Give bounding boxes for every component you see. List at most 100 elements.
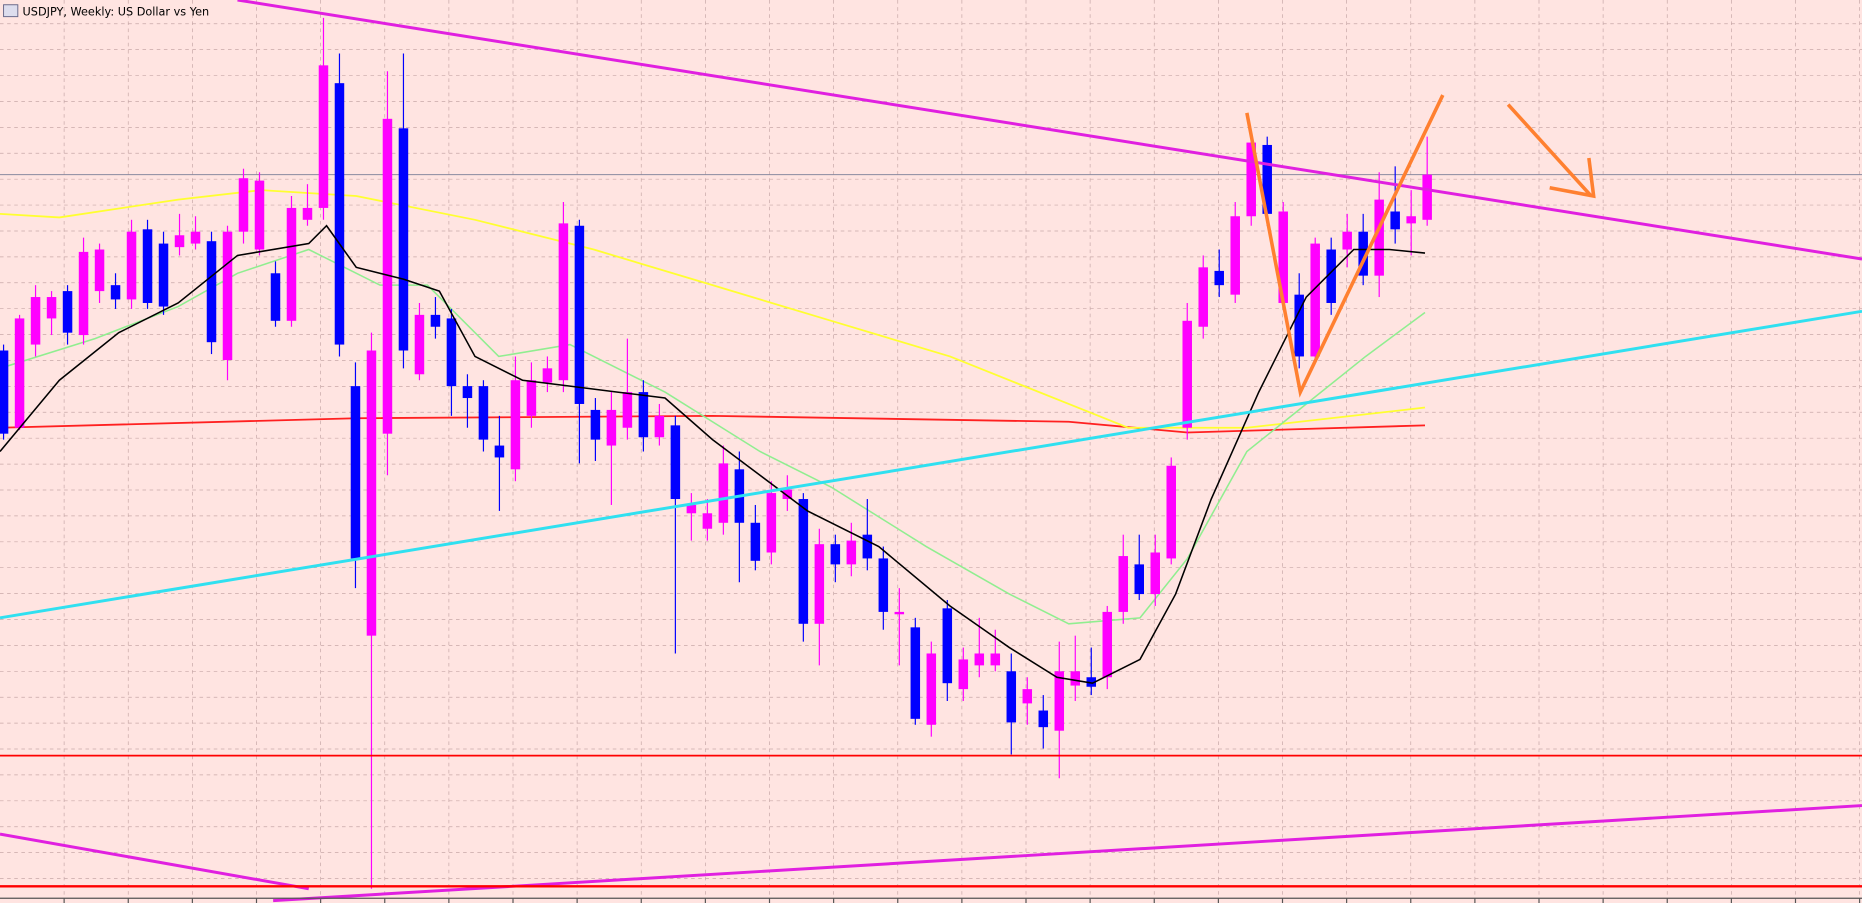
candle-body xyxy=(222,231,233,361)
candle-body xyxy=(238,178,249,232)
candle-body xyxy=(526,380,537,416)
candle-body xyxy=(254,180,265,250)
candle-body xyxy=(14,318,25,428)
candle-body xyxy=(622,392,633,428)
candle-body xyxy=(1214,270,1224,286)
candle-body xyxy=(974,653,985,666)
candle-body xyxy=(398,128,409,351)
candle-body xyxy=(1086,677,1097,687)
candle-body xyxy=(1262,144,1272,214)
candle-body xyxy=(46,297,57,319)
candle-body xyxy=(1150,552,1160,595)
candle-body xyxy=(606,409,617,446)
trendline xyxy=(0,309,1862,620)
candle-body xyxy=(142,229,153,303)
candle-body xyxy=(1134,564,1145,595)
candle-body xyxy=(0,350,9,434)
candle-body xyxy=(830,544,841,565)
candle-body xyxy=(462,386,473,399)
candle-body xyxy=(750,522,761,561)
candle-body xyxy=(1022,689,1033,704)
candle-body xyxy=(942,608,953,684)
candle-body xyxy=(862,534,873,559)
candle-body xyxy=(1358,231,1368,276)
candle-body xyxy=(334,83,345,345)
candle-body xyxy=(542,368,553,383)
candle-body xyxy=(782,489,793,500)
candle-body xyxy=(894,611,905,615)
candle-body xyxy=(1246,142,1256,217)
candle-body xyxy=(702,513,713,529)
ma-black xyxy=(0,224,1426,684)
candle-body xyxy=(382,118,393,434)
candle-body xyxy=(1054,671,1065,731)
candle-body xyxy=(286,207,297,321)
candle-body xyxy=(1294,294,1304,357)
candle-body xyxy=(590,409,601,440)
candle-body xyxy=(30,297,41,345)
candle-body xyxy=(1118,556,1129,612)
candle-body xyxy=(206,241,217,343)
candle-body xyxy=(990,653,1001,666)
candle-body xyxy=(190,231,201,244)
candle-body xyxy=(366,350,377,636)
ma-red xyxy=(0,414,1426,434)
candle-body xyxy=(1038,710,1049,728)
candle-body xyxy=(1006,671,1017,723)
candle-body xyxy=(1278,211,1288,303)
candle-body xyxy=(1070,671,1081,686)
chart-title: USDJPY, Weekly: US Dollar vs Yen xyxy=(23,5,210,18)
trendline xyxy=(0,832,310,891)
candle-body xyxy=(670,425,681,500)
candle-body xyxy=(814,544,825,624)
candle-body xyxy=(1374,199,1384,276)
candle-body xyxy=(78,251,89,336)
candle-body xyxy=(510,380,521,470)
candle-body xyxy=(1102,611,1113,678)
candle-body xyxy=(558,223,569,381)
candle-body xyxy=(270,273,281,321)
trendline xyxy=(237,0,1862,261)
candle-body xyxy=(414,314,425,375)
arrow xyxy=(1506,103,1593,198)
ma-green xyxy=(0,248,1426,625)
candle-body xyxy=(1182,320,1192,428)
candle-body xyxy=(318,65,329,208)
candle-body xyxy=(1310,243,1320,357)
candle-body xyxy=(350,386,361,559)
trendline xyxy=(273,804,1862,903)
arrow-head xyxy=(1549,157,1596,199)
candle-body xyxy=(846,540,857,565)
candle-body xyxy=(958,659,969,690)
candle-body xyxy=(638,392,649,438)
candle-body xyxy=(798,499,809,624)
candle-body xyxy=(158,243,169,307)
candle-body xyxy=(430,314,441,327)
candle-body xyxy=(1390,211,1400,230)
candle-body xyxy=(110,285,121,300)
candle-body xyxy=(1422,174,1432,220)
candle-body xyxy=(174,235,185,248)
candle-body xyxy=(910,627,921,719)
candle-body xyxy=(126,231,137,300)
candle-body xyxy=(62,291,73,333)
candles xyxy=(0,17,1432,889)
candle-body xyxy=(1342,231,1352,250)
candle-body xyxy=(1326,249,1336,303)
candle-body xyxy=(718,463,729,523)
candle-body xyxy=(94,249,105,292)
candle-body xyxy=(878,558,889,612)
candle-body xyxy=(686,504,697,514)
candle-body xyxy=(1198,267,1208,327)
candle-body xyxy=(926,653,937,725)
candle-body xyxy=(446,318,457,387)
candle-body xyxy=(302,207,313,220)
candle-body xyxy=(654,415,665,438)
candle-body xyxy=(1230,216,1240,295)
chart-icon xyxy=(3,4,19,18)
candle-body xyxy=(478,386,489,440)
candle-body xyxy=(1166,465,1176,559)
